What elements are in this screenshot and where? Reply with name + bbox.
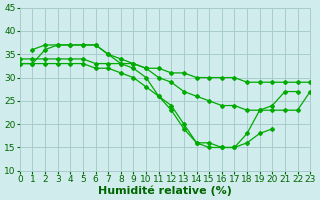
X-axis label: Humidité relative (%): Humidité relative (%) (98, 185, 232, 196)
